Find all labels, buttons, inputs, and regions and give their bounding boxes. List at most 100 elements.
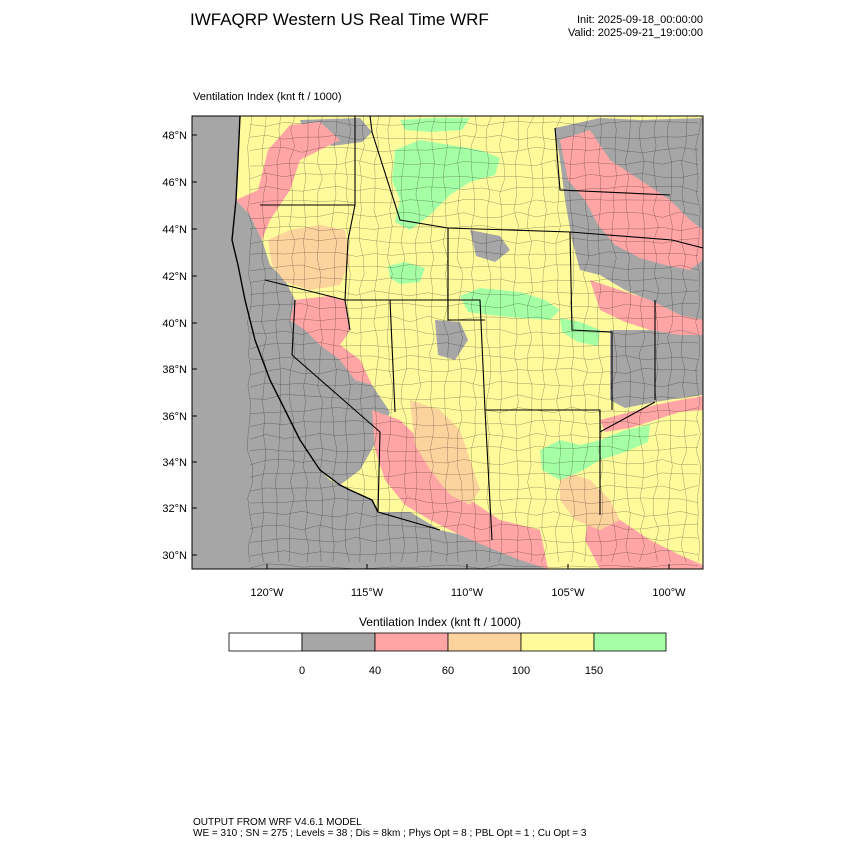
county-line: [695, 116, 702, 563]
county-line: [400, 116, 408, 563]
county-line: [638, 116, 646, 563]
county-line: [456, 116, 464, 563]
coastline: [231, 116, 379, 513]
county-line: [569, 116, 575, 563]
county-line: [249, 146, 699, 153]
longitude-ticks: [266, 564, 670, 569]
colorbar-tick-label: 40: [369, 665, 381, 677]
county-line: [596, 116, 604, 563]
county-line: [331, 116, 338, 563]
county-line: [666, 116, 673, 563]
colorbar-bin: [228, 632, 303, 652]
county-line: [249, 224, 699, 231]
county-line: [249, 211, 699, 220]
valid-time: Valid: 2025-09-21_19:00:00: [568, 27, 703, 39]
longitude-label: 100°W: [652, 587, 686, 599]
county-line: [249, 419, 699, 427]
county-line: [554, 116, 562, 563]
county-line: [249, 341, 699, 350]
county-line: [249, 199, 699, 205]
county-line: [249, 277, 699, 284]
county-line: [249, 523, 699, 531]
field-region-pink: [590, 280, 703, 335]
colorbar-bin: [374, 632, 449, 652]
county-line: [288, 116, 296, 563]
county-line: [249, 302, 699, 310]
field-region-tan: [410, 400, 480, 505]
field-region-green: [400, 118, 470, 132]
county-line: [373, 116, 380, 563]
longitude-label: 120°W: [250, 587, 284, 599]
county-line: [249, 484, 699, 492]
field-region-pink: [236, 122, 340, 240]
field-region-gray: [232, 200, 390, 485]
county-line: [249, 134, 699, 141]
latitude-label: 40°N: [162, 318, 187, 330]
county-line: [249, 563, 699, 569]
county-line: [526, 116, 535, 563]
county-line: [249, 406, 699, 414]
page-title: IWFAQRP Western US Real Time WRF: [190, 10, 489, 29]
county-line: [261, 116, 268, 563]
county-line: [249, 510, 699, 518]
field-region-green: [392, 140, 500, 230]
boundary-lines: [247, 116, 702, 569]
county-line: [610, 116, 617, 563]
county-line: [582, 116, 590, 563]
latitude-label: 38°N: [162, 364, 187, 376]
county-line: [499, 116, 506, 563]
colorbar-bin: [301, 632, 376, 652]
colorbar-bin: [520, 632, 595, 652]
county-line: [249, 328, 699, 336]
field-region-pink: [290, 296, 372, 385]
county-line: [249, 394, 699, 400]
county-line: [249, 264, 699, 272]
colorbar-title: Ventilation Index (knt ft / 1000): [358, 615, 522, 629]
map-frame: [191, 115, 704, 570]
county-line: [249, 159, 699, 167]
latitude-label: 36°N: [162, 411, 187, 423]
field-region-green: [388, 262, 425, 284]
county-line: [249, 290, 699, 297]
ventilation-field: [231, 116, 703, 569]
colorbar-bin: [593, 632, 667, 652]
footer-model-line: OUTPUT FROM WRF V4.6.1 MODEL: [193, 817, 362, 828]
county-line: [680, 116, 688, 563]
county-line: [249, 550, 699, 557]
latitude-label: 34°N: [162, 457, 187, 469]
county-line: [249, 173, 699, 180]
footer-config-line: WE = 310 ; SN = 275 ; Levels = 38 ; Dis …: [193, 828, 587, 839]
field-region-green: [460, 288, 560, 320]
longitude-label: 110°W: [451, 587, 484, 599]
county-line: [249, 120, 699, 128]
colorbar-tick-label: 150: [585, 665, 603, 677]
colorbar-tick-label: 0: [299, 665, 305, 677]
field-region-green: [540, 425, 650, 480]
county-line: [249, 237, 699, 245]
field-region-green: [560, 318, 600, 346]
county-line: [484, 116, 492, 563]
county-line: [249, 433, 699, 440]
county-line: [302, 116, 309, 563]
colorbar-bin: [447, 632, 522, 652]
colorbar-tick-label: 100: [512, 665, 530, 677]
county-line: [513, 116, 519, 563]
county-line: [249, 497, 699, 504]
latitude-ticks: [192, 134, 197, 556]
field-region-tan: [268, 225, 350, 290]
county-line: [442, 116, 449, 563]
latitude-label: 46°N: [162, 177, 187, 189]
county-line: [249, 251, 699, 257]
init-time: Init: 2025-09-18_00:00:00: [577, 14, 703, 26]
county-line: [652, 116, 660, 563]
field-region-tan: [560, 470, 620, 530]
county-line: [249, 367, 699, 376]
county-line: [249, 185, 699, 193]
county-line: [387, 116, 394, 563]
colorbar-tick-label: 60: [442, 665, 454, 677]
longitude-label: 105°W: [551, 587, 585, 599]
latitude-label: 42°N: [162, 271, 187, 283]
county-line: [249, 315, 699, 323]
county-line: [358, 116, 365, 563]
